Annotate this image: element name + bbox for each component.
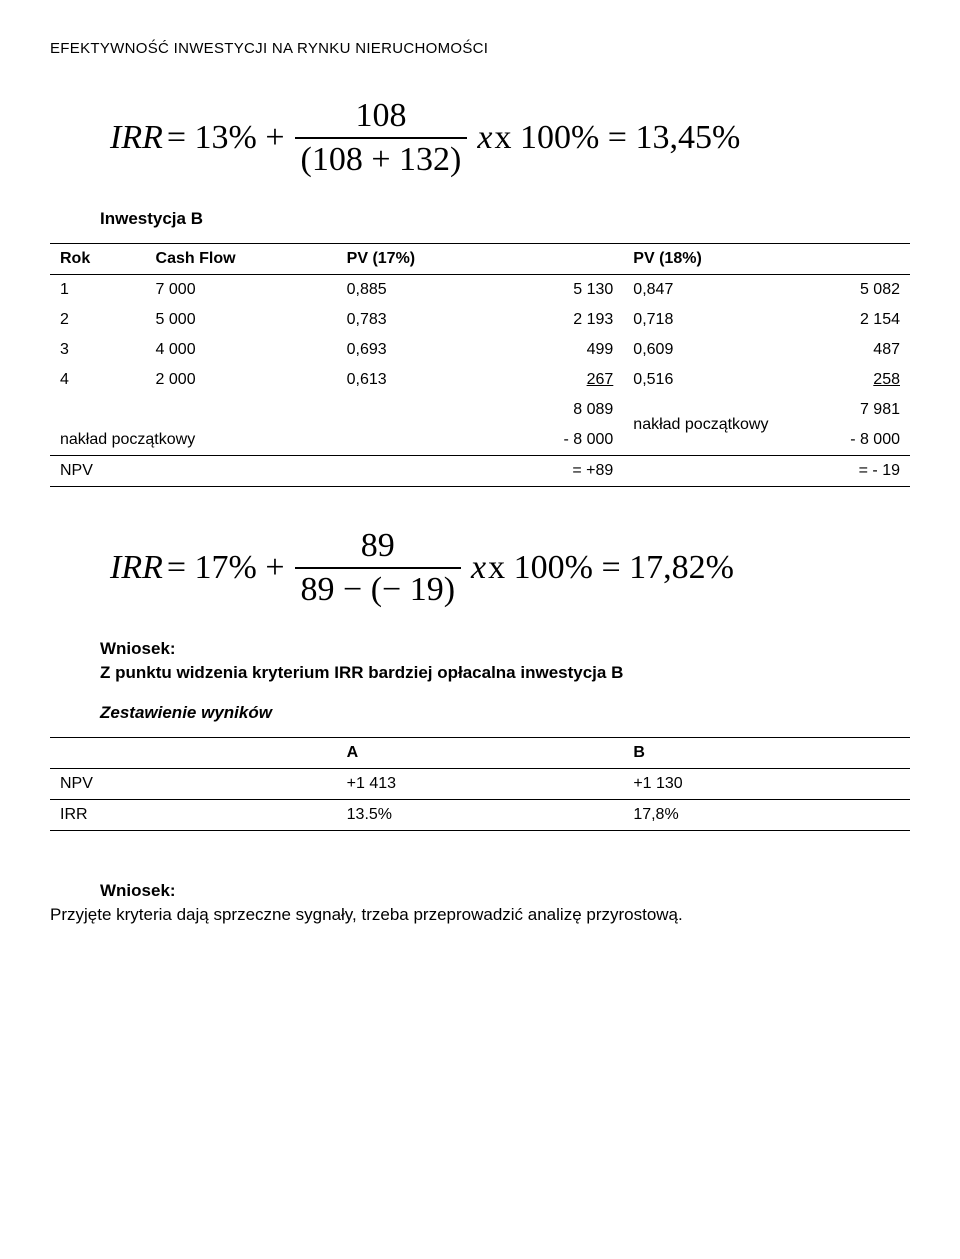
table-row: 3 4 000 0,693 499 0,609 487 [50, 335, 910, 365]
wniosek-2-text: Przyjęte kryteria dają sprzeczne sygnały… [50, 905, 910, 925]
formula1-rhs: xx 100% = 13,45% [477, 119, 740, 157]
irr-formula-1: IRR = 13% + 108 (108 + 132) xx 100% = 13… [110, 97, 910, 179]
col-pv17: PV (17%) [337, 244, 624, 275]
sum-row: 8 089 nakład początkowy 7 981 [50, 395, 910, 425]
wniosek-1-text: Z punktu widzenia kryterium IRR bardziej… [100, 663, 910, 683]
formula2-num: 89 [355, 527, 401, 565]
summary-row-npv: NPV +1 413 +1 130 [50, 769, 910, 800]
table-row: 2 5 000 0,783 2 193 0,718 2 154 [50, 305, 910, 335]
table-row: 4 2 000 0,613 267 0,516 258 [50, 365, 910, 395]
investment-b-table: Rok Cash Flow PV (17%) PV (18%) 1 7 000 … [50, 243, 910, 487]
page-header: EFEKTYWNOŚĆ INWESTYCJI NA RYNKU NIERUCHO… [50, 40, 910, 57]
investment-b-title: Inwestycja B [100, 209, 910, 229]
formula1-den: (108 + 132) [295, 141, 468, 179]
formula2-den: 89 − (− 19) [295, 571, 462, 609]
col-cashflow: Cash Flow [146, 244, 337, 275]
summary-row-irr: IRR 13.5% 17,8% [50, 800, 910, 831]
formula1-lhs: IRR [110, 119, 163, 157]
formula1-num: 108 [349, 97, 412, 135]
wniosek-2-label: Wniosek: [100, 881, 910, 901]
formula2-lhs: IRR [110, 549, 163, 587]
irr-formula-2: IRR = 17% + 89 89 − (− 19) xx 100% = 17,… [110, 527, 910, 609]
formula2-rhs: xx 100% = 17,82% [471, 549, 734, 587]
zestawienie-title: Zestawienie wyników [100, 703, 910, 723]
naklad-label-2: nakład początkowy [623, 395, 821, 456]
formula2-fraction: 89 89 − (− 19) [295, 527, 462, 609]
formula2-eq: = 17% + [167, 549, 285, 587]
formula1-eq: = 13% + [167, 119, 285, 157]
col-a: A [337, 738, 624, 769]
col-pv18: PV (18%) [623, 244, 910, 275]
summary-table: A B NPV +1 413 +1 130 IRR 13.5% 17,8% [50, 737, 910, 831]
formula1-fraction: 108 (108 + 132) [295, 97, 468, 179]
wniosek-1-label: Wniosek: [100, 639, 910, 659]
col-b: B [623, 738, 910, 769]
table-row: 1 7 000 0,885 5 130 0,847 5 082 [50, 275, 910, 306]
npv-row: NPV = +89 = - 19 [50, 456, 910, 487]
col-rok: Rok [50, 244, 146, 275]
